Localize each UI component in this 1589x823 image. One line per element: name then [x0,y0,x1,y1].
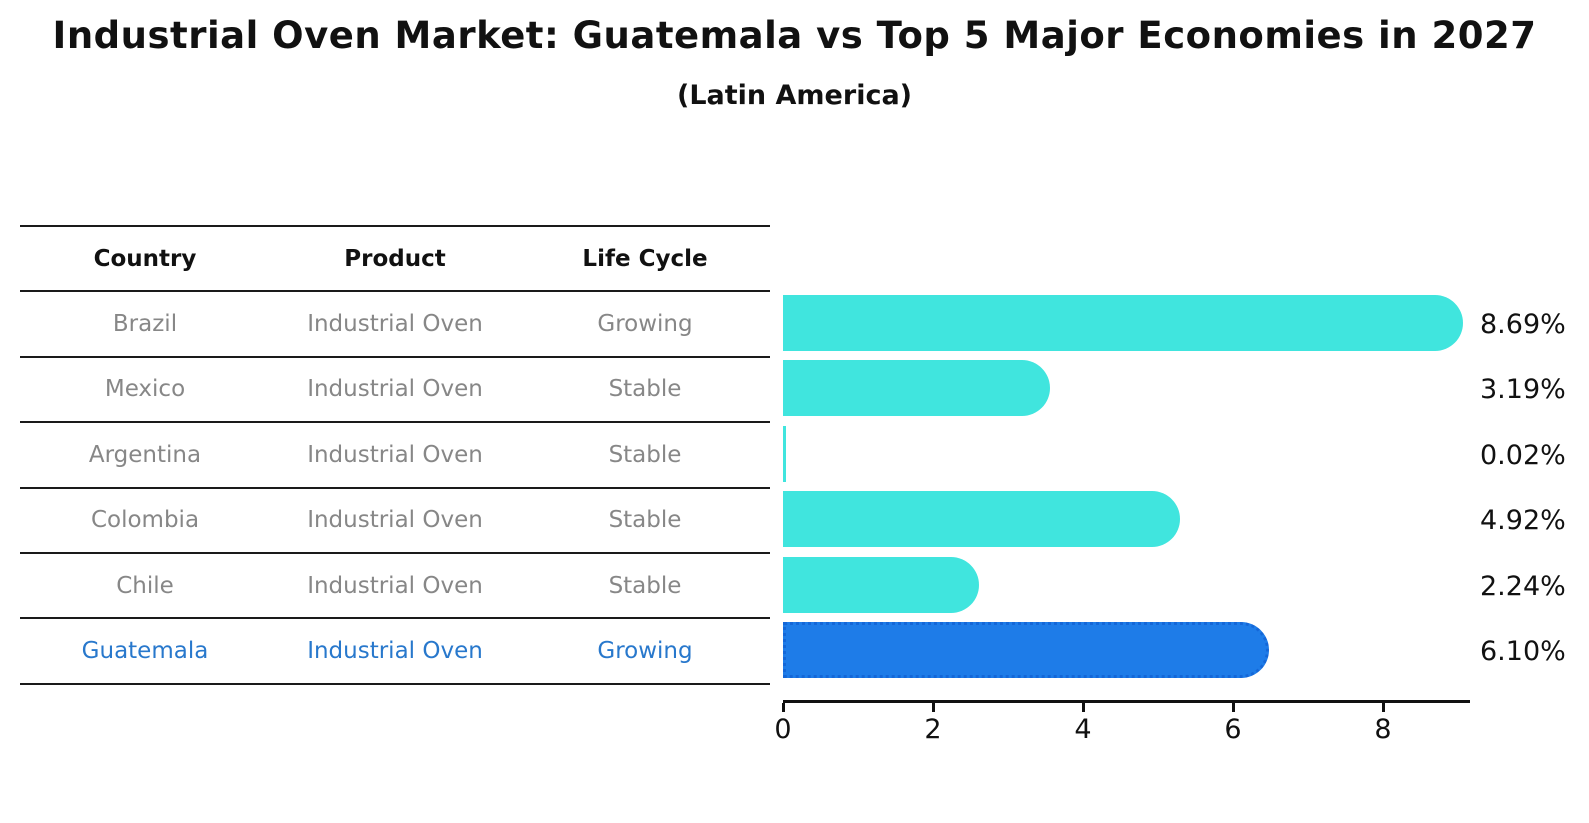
cell-life-cycle: Stable [520,355,770,423]
bar-mexico [783,360,1051,416]
x-axis-tick [932,703,935,712]
cell-country: Colombia [20,486,270,553]
bar-guatemala [783,622,1269,678]
x-axis-tick [1382,703,1385,712]
x-axis-tick-label: 0 [774,714,792,745]
table-row-mexico: Mexico Industrial Oven Stable [20,355,770,423]
cell-product: Industrial Oven [270,486,520,553]
cell-country: Argentina [20,421,270,488]
cell-life-cycle: Stable [520,421,770,488]
x-axis-tick [782,703,785,712]
cell-life-cycle: Stable [520,551,770,619]
cell-product: Industrial Oven [270,355,520,423]
x-axis-tick-label: 4 [1074,714,1092,745]
x-axis-tick-label: 8 [1374,714,1392,745]
cell-product: Industrial Oven [270,617,520,685]
bar-colombia [783,491,1180,547]
value-label-argentina: 0.02% [1480,440,1566,471]
cell-country: Mexico [20,355,270,423]
cell-product: Industrial Oven [270,551,520,619]
bar-chile [783,557,979,613]
cell-product: Industrial Oven [270,421,520,488]
table-row-guatemala: Guatemala Industrial Oven Growing [20,617,770,685]
value-label-brazil: 8.69% [1480,309,1566,340]
x-axis-tick-label: 2 [924,714,942,745]
chart-subtitle: (Latin America) [676,80,913,111]
x-axis-tick [1082,703,1085,712]
cell-country: Guatemala [20,617,270,685]
cell-life-cycle: Growing [520,290,770,357]
x-axis-line [783,700,1470,703]
x-axis-tick [1232,703,1235,712]
cell-life-cycle: Growing [520,617,770,685]
column-header-life-cycle: Life Cycle [520,224,770,292]
x-axis-tick-label: 6 [1224,714,1242,745]
table-row-chile: Chile Industrial Oven Stable [20,551,770,619]
bar-brazil [783,295,1463,351]
value-label-guatemala: 6.10% [1480,636,1566,667]
value-label-chile: 2.24% [1480,571,1566,602]
table-row-brazil: Brazil Industrial Oven Growing [20,290,770,357]
country-info-table: Country Product Life Cycle Brazil Indust… [20,224,770,685]
column-header-country: Country [20,224,270,292]
cell-product: Industrial Oven [270,290,520,357]
cell-country: Chile [20,551,270,619]
value-label-colombia: 4.92% [1480,505,1566,536]
table-row-colombia: Colombia Industrial Oven Stable [20,486,770,553]
table-header-row: Country Product Life Cycle [20,224,770,292]
cell-country: Brazil [20,290,270,357]
cell-life-cycle: Stable [520,486,770,553]
column-header-product: Product [270,224,520,292]
value-label-mexico: 3.19% [1480,374,1566,405]
chart-title: Industrial Oven Market: Guatemala vs Top… [52,14,1537,57]
table-row-argentina: Argentina Industrial Oven Stable [20,421,770,488]
bar-argentina [783,426,786,482]
